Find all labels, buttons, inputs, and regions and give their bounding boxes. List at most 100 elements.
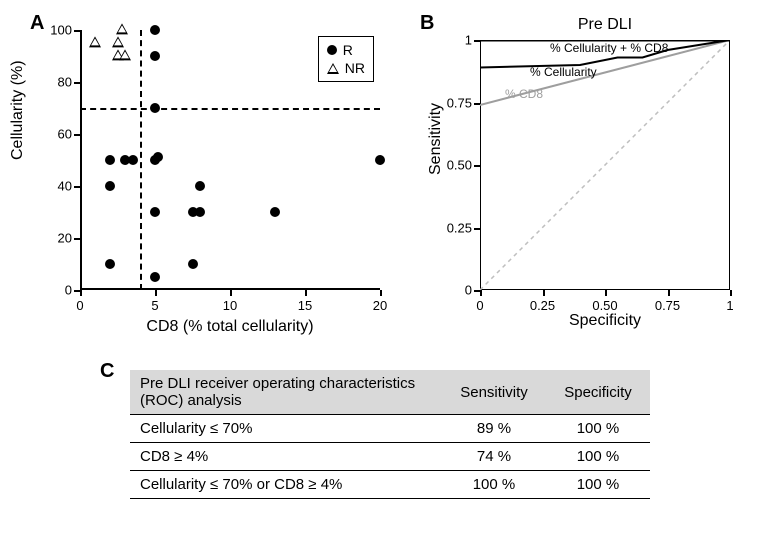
data-point-nr [116, 23, 128, 34]
data-point-r [150, 207, 160, 217]
y-tick-mark [74, 30, 80, 32]
y-tick-label: 40 [44, 179, 72, 194]
y-tick-mark [74, 134, 80, 136]
cell-sensitivity: 74 % [442, 443, 546, 471]
cell-specificity: 100 % [546, 415, 650, 443]
y-tick-label: 0 [440, 283, 472, 298]
y-tick-label: 0.25 [440, 220, 472, 235]
table-row: CD8 ≥ 4%74 %100 % [130, 443, 650, 471]
data-point-nr [119, 49, 131, 60]
data-point-r [150, 25, 160, 35]
roc-label-cellularity: % Cellularity [530, 65, 597, 79]
legend-row-r: R [327, 41, 365, 59]
data-point-r [105, 155, 115, 165]
figure-root: A R NR 05101520 020406080100 CD8 (% tota… [0, 0, 774, 540]
panel-a-plot: R NR 05101520 020406080100 [80, 30, 380, 290]
panel-a-dashed-vertical [140, 30, 142, 290]
y-tick-label: 0 [44, 283, 72, 298]
x-tick-mark [543, 290, 545, 296]
panel-a-dashed-horizontal [80, 108, 380, 110]
data-point-r [195, 181, 205, 191]
data-point-r [105, 259, 115, 269]
roc-label-combined: % Cellularity + % CD8 [550, 41, 668, 55]
data-point-r [150, 103, 160, 113]
x-tick-label: 0 [76, 298, 83, 313]
data-point-r [128, 155, 138, 165]
x-tick-mark [730, 290, 732, 296]
x-tick-mark [155, 290, 157, 296]
y-tick-mark [74, 186, 80, 188]
cell-sensitivity: 89 % [442, 415, 546, 443]
panel-b-label: B [420, 12, 434, 35]
legend-label-r: R [343, 42, 353, 58]
legend-row-nr: NR [327, 59, 365, 77]
x-tick-label: 0 [476, 298, 483, 313]
table-header-criterion: Pre DLI receiver operating characteristi… [130, 370, 442, 415]
y-tick-mark [474, 103, 480, 105]
data-point-r [150, 272, 160, 282]
x-tick-mark [80, 290, 82, 296]
x-tick-mark [480, 290, 482, 296]
data-point-nr [89, 36, 101, 47]
legend-marker-triangle [327, 63, 339, 74]
data-point-r [105, 181, 115, 191]
y-tick-label: 80 [44, 75, 72, 90]
table-row: Cellularity ≤ 70%89 %100 % [130, 415, 650, 443]
legend-label-nr: NR [345, 60, 365, 76]
x-tick-label: 5 [151, 298, 158, 313]
y-tick-label: 1 [440, 33, 472, 48]
y-tick-mark [474, 228, 480, 230]
x-tick-label: 15 [298, 298, 312, 313]
y-tick-label: 20 [44, 231, 72, 246]
table-body: Cellularity ≤ 70%89 %100 %CD8 ≥ 4%74 %10… [130, 415, 650, 499]
cell-specificity: 100 % [546, 471, 650, 499]
table-row: Cellularity ≤ 70% or CD8 ≥ 4%100 %100 % [130, 471, 650, 499]
y-tick-label: 0.75 [440, 95, 472, 110]
panel-b-plot: Pre DLI 00.250.500.751 00.250.500.751 % … [480, 40, 730, 290]
x-tick-label: 0.50 [592, 298, 617, 313]
data-point-r [375, 155, 385, 165]
y-tick-label: 100 [44, 23, 72, 38]
panel-c-table-wrapper: Pre DLI receiver operating characteristi… [130, 370, 650, 499]
data-point-r [153, 152, 163, 162]
table-header-row: Pre DLI receiver operating characteristi… [130, 370, 650, 415]
x-tick-label: 20 [373, 298, 387, 313]
roc-label-cd8: % CD8 [505, 87, 543, 101]
panel-a-legend: R NR [318, 36, 374, 82]
x-tick-mark [668, 290, 670, 296]
data-point-r [188, 259, 198, 269]
roc-diagonal [480, 40, 730, 290]
panel-a-y-axis [80, 30, 82, 290]
x-tick-label: 10 [223, 298, 237, 313]
table-header-sensitivity: Sensitivity [442, 370, 546, 415]
panel-b-svg [480, 40, 730, 290]
y-tick-label: 60 [44, 127, 72, 142]
data-point-nr [112, 36, 124, 47]
panel-a-y-title: Cellularity (%) [9, 140, 27, 160]
x-tick-mark [305, 290, 307, 296]
y-tick-mark [74, 82, 80, 84]
legend-marker-circle [327, 45, 337, 55]
cell-criterion: Cellularity ≤ 70% or CD8 ≥ 4% [130, 471, 442, 499]
cell-criterion: Cellularity ≤ 70% [130, 415, 442, 443]
data-point-r [270, 207, 280, 217]
x-tick-label: 1 [726, 298, 733, 313]
panel-a-x-title: CD8 (% total cellularity) [80, 318, 380, 336]
roc-table: Pre DLI receiver operating characteristi… [130, 370, 650, 499]
cell-specificity: 100 % [546, 443, 650, 471]
data-point-r [195, 207, 205, 217]
cell-criterion: CD8 ≥ 4% [130, 443, 442, 471]
cell-sensitivity: 100 % [442, 471, 546, 499]
x-tick-label: 0.25 [530, 298, 555, 313]
y-tick-mark [74, 290, 80, 292]
panel-b-title: Pre DLI [480, 16, 730, 34]
x-tick-mark [380, 290, 382, 296]
y-tick-mark [474, 165, 480, 167]
panel-b-x-title: Specificity [480, 312, 730, 330]
y-tick-mark [474, 290, 480, 292]
panel-b-y-title: Sensitivity [427, 155, 445, 175]
panel-a-label: A [30, 12, 44, 35]
y-tick-mark [74, 238, 80, 240]
x-tick-mark [230, 290, 232, 296]
table-header-specificity: Specificity [546, 370, 650, 415]
